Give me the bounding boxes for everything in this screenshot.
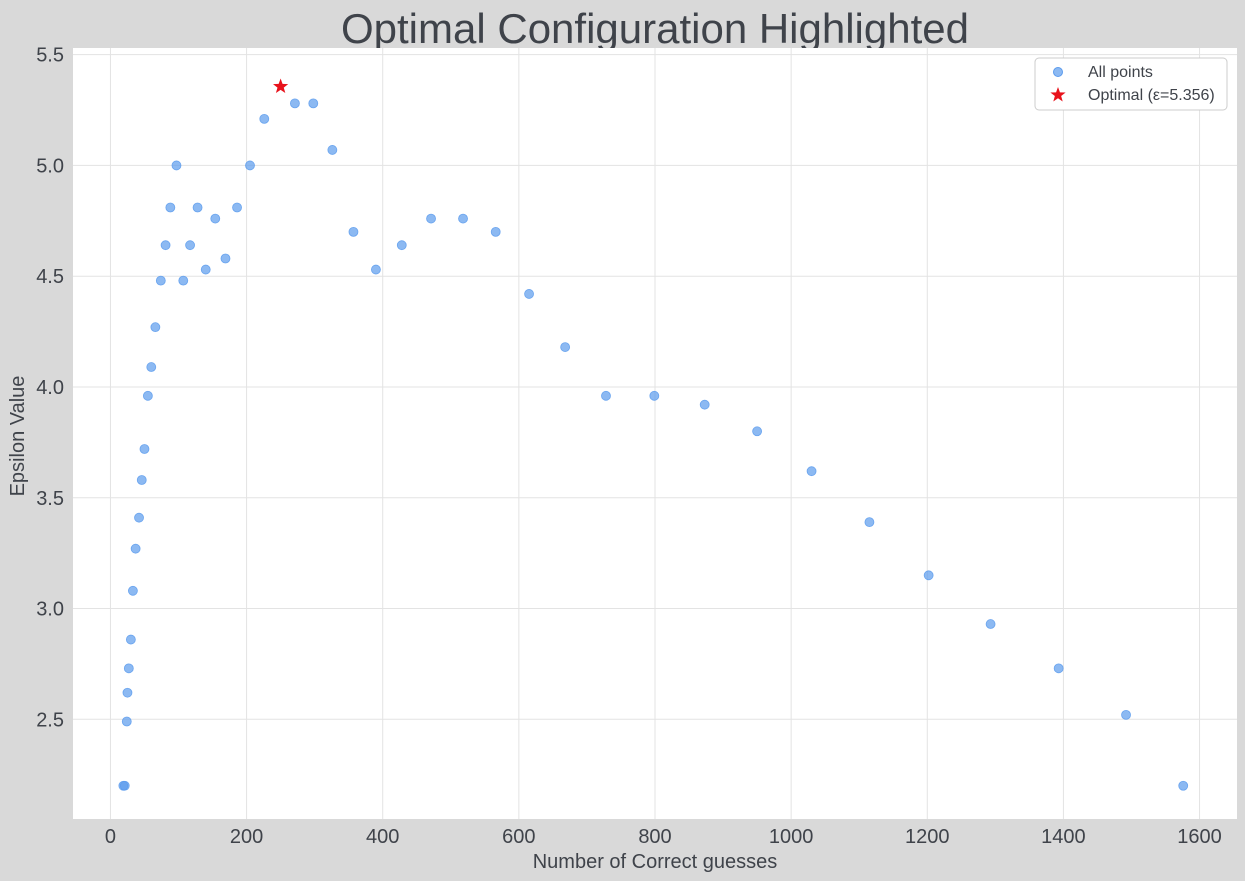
data-point — [232, 202, 242, 213]
data-point — [806, 466, 817, 477]
data-point — [146, 362, 157, 372]
y-tick-label: 5.5 — [36, 45, 64, 67]
data-point — [458, 213, 468, 224]
data-points — [118, 78, 1189, 791]
data-point — [327, 145, 338, 155]
data-point — [864, 517, 875, 528]
data-point — [122, 687, 133, 698]
data-point — [123, 663, 134, 674]
y-tick-label: 4.5 — [36, 266, 64, 288]
data-point — [130, 543, 141, 554]
y-tick-label: 5.0 — [36, 155, 64, 177]
data-point — [136, 475, 147, 485]
x-tick-label: 600 — [502, 826, 535, 848]
data-point — [259, 113, 270, 124]
data-point — [192, 202, 203, 213]
legend-label-all-points: All points — [1088, 64, 1153, 81]
optimal-point-star — [273, 78, 289, 94]
data-point — [396, 240, 407, 251]
y-tick-label: 2.5 — [36, 709, 64, 731]
data-point — [210, 213, 221, 224]
data-point — [220, 253, 231, 264]
data-point — [121, 716, 132, 727]
chart-title: Optimal Configuration Highlighted — [341, 5, 969, 52]
data-point — [601, 390, 611, 401]
x-axis-ticks: 0 200 400 600 800 1000 1200 1400 1600 — [105, 826, 1222, 848]
x-axis-label: Number of Correct guesses — [533, 851, 778, 873]
y-axis-label: Epsilon Value — [7, 376, 29, 497]
data-point — [155, 275, 166, 286]
legend-box — [1034, 57, 1228, 111]
data-point — [150, 322, 161, 333]
data-point — [1178, 780, 1189, 791]
data-point — [139, 444, 150, 454]
data-point — [119, 780, 130, 791]
data-point — [1121, 709, 1131, 720]
data-point — [490, 226, 501, 237]
data-point — [185, 240, 195, 251]
data-point — [348, 226, 359, 237]
legend-marker-all-points — [1053, 67, 1063, 77]
data-point — [245, 160, 255, 171]
y-tick-label: 3.0 — [36, 599, 64, 621]
data-point — [125, 634, 136, 645]
x-tick-label: 0 — [105, 826, 116, 848]
data-point — [142, 390, 153, 401]
data-point — [171, 160, 182, 171]
x-tick-label: 1400 — [1041, 826, 1086, 848]
x-tick-label: 400 — [366, 826, 399, 848]
data-point — [426, 213, 436, 224]
data-point — [923, 570, 934, 581]
data-point — [371, 264, 381, 275]
data-point — [308, 98, 319, 109]
y-axis-ticks: 2.5 3.0 3.5 4.0 4.5 5.0 5.5 — [36, 45, 64, 732]
legend-label-optimal: Optimal (ε=5.356) — [1088, 87, 1215, 104]
data-point — [200, 264, 211, 275]
data-point — [290, 98, 300, 109]
data-point — [178, 275, 189, 286]
data-point — [699, 399, 710, 410]
x-tick-label: 1600 — [1177, 826, 1222, 848]
data-point — [524, 289, 534, 299]
data-point — [752, 426, 763, 437]
y-tick-label: 4.0 — [36, 377, 64, 399]
data-point — [134, 512, 144, 523]
grid-lines — [73, 48, 1237, 819]
x-tick-label: 200 — [230, 826, 263, 848]
data-point — [985, 619, 996, 629]
x-tick-label: 800 — [638, 826, 671, 848]
legend-marker-optimal — [1050, 87, 1066, 102]
data-point — [649, 390, 660, 401]
data-point — [165, 202, 176, 213]
data-point — [128, 585, 138, 596]
legend: All points Optimal (ε=5.356) — [1034, 57, 1228, 111]
data-point — [160, 240, 171, 251]
y-tick-label: 3.5 — [36, 488, 64, 510]
x-tick-label: 1200 — [905, 826, 950, 848]
x-tick-label: 1000 — [769, 826, 814, 848]
data-point — [1053, 663, 1064, 674]
data-point — [560, 342, 571, 352]
